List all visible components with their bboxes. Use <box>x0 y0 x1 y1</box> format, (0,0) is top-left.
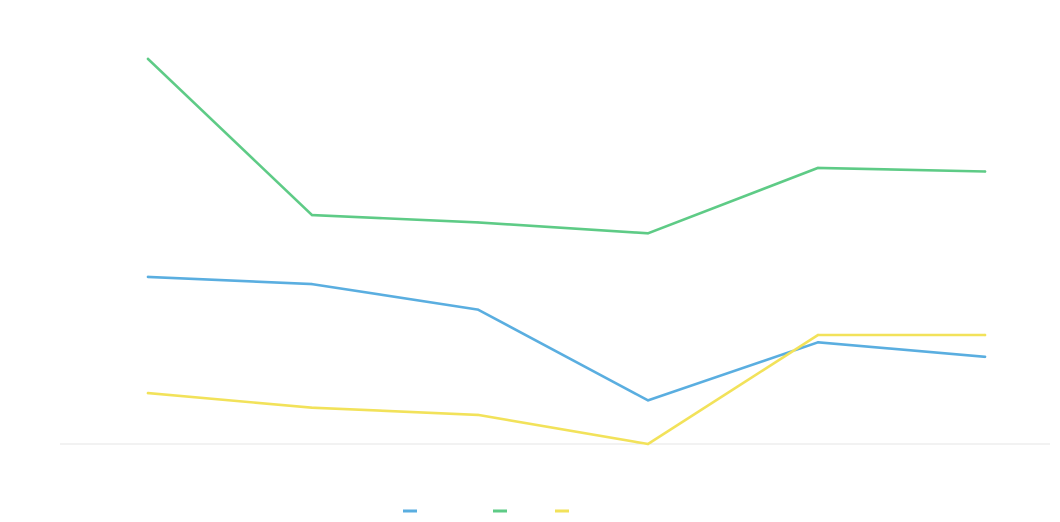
series-2-point <box>310 213 314 217</box>
series-1-point <box>646 399 650 402</box>
series-2-point <box>476 221 480 224</box>
series-lines <box>146 57 987 446</box>
series-1-point <box>476 308 480 311</box>
series-line-2 <box>146 57 987 235</box>
series-3-point <box>310 406 314 409</box>
series-1-point <box>310 282 314 286</box>
series-3-point <box>646 442 650 446</box>
series-1-point <box>146 275 150 279</box>
series-3-point <box>476 413 480 417</box>
series-2-point <box>983 170 987 173</box>
series-3-point <box>983 333 987 337</box>
series-line-1 <box>146 275 987 402</box>
series-line-3 <box>146 333 987 446</box>
series-2-point <box>816 166 820 170</box>
series-2-point <box>146 57 150 61</box>
series-3-point <box>816 333 820 337</box>
series-2-point <box>646 232 650 235</box>
series-3-point <box>146 391 150 395</box>
series-1-point <box>816 341 820 344</box>
series-1-point <box>983 355 987 358</box>
